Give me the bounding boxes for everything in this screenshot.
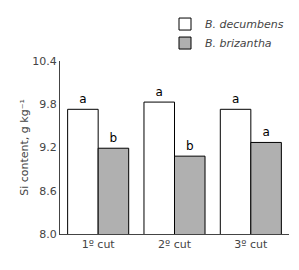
svg-text:B. decumbens: B. decumbens (205, 18, 284, 31)
svg-text:1º cut: 1º cut (82, 238, 116, 251)
svg-text:9.2: 9.2 (39, 141, 57, 154)
svg-text:a: a (262, 125, 269, 139)
svg-text:b: b (110, 131, 118, 145)
svg-text:a: a (79, 92, 86, 106)
svg-text:3º cut: 3º cut (234, 238, 268, 251)
svg-text:8.6: 8.6 (39, 185, 57, 198)
svg-text:10.4: 10.4 (32, 55, 57, 68)
svg-text:b: b (186, 139, 194, 153)
svg-text:a: a (232, 92, 239, 106)
svg-text:2º cut: 2º cut (158, 238, 192, 251)
svg-text:a: a (156, 85, 163, 99)
svg-text:9.8: 9.8 (39, 98, 57, 111)
svg-text:Si content, g kg⁻¹: Si content, g kg⁻¹ (18, 99, 31, 196)
svg-text:8.0: 8.0 (39, 228, 57, 241)
svg-text:B. brizantha: B. brizantha (205, 37, 272, 50)
